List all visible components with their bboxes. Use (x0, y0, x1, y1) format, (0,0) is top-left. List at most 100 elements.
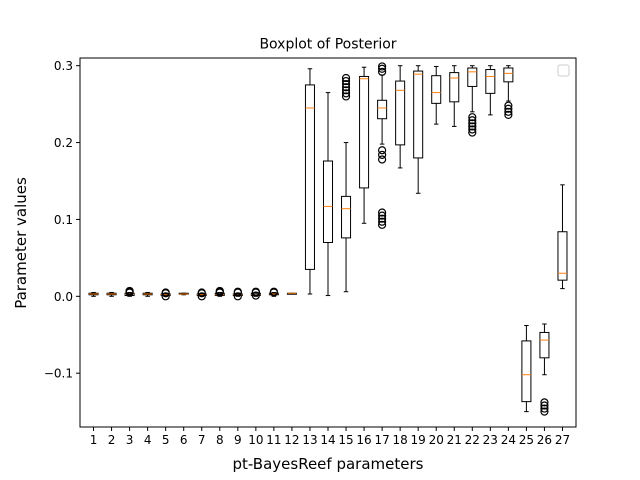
iqr-box (413, 70, 424, 159)
iqr-box (521, 340, 532, 403)
x-tick-label: 20 (429, 433, 444, 447)
x-tick-label: 9 (234, 433, 242, 447)
x-tick-label: 8 (216, 433, 224, 447)
box-21 (449, 65, 460, 127)
outlier-point (215, 286, 224, 296)
box-4 (142, 291, 153, 297)
box-23 (485, 65, 496, 116)
outlier-point (341, 83, 351, 92)
outlier-point (233, 287, 242, 296)
x-tick-label: 21 (447, 433, 462, 447)
y-axis-label: Parameter values (12, 177, 30, 309)
box-18 (395, 65, 406, 169)
y-tick-label: 0.2 (54, 136, 73, 150)
box-3 (124, 286, 135, 297)
y-tick-label: 0.3 (54, 59, 73, 73)
box-9 (232, 287, 243, 301)
outlier-point (468, 122, 477, 131)
outlier-point (468, 119, 477, 128)
box-26 (539, 323, 550, 416)
outlier-point (504, 107, 513, 116)
box-27 (557, 184, 568, 290)
box-25 (521, 325, 532, 413)
y-tick-label: 0.1 (54, 213, 73, 227)
outlier-point (233, 292, 242, 301)
iqr-box (503, 67, 514, 83)
legend (557, 64, 570, 77)
outlier-point (378, 208, 387, 217)
y-tick-label: −0.1 (44, 367, 73, 381)
legend-box (557, 64, 570, 77)
outlier-point (468, 125, 477, 134)
x-tick-label: 23 (483, 433, 498, 447)
iqr-box (304, 84, 315, 270)
outlier-point (378, 150, 387, 159)
x-tick-label: 12 (284, 433, 299, 447)
outlier-point (540, 407, 549, 416)
outlier-point (378, 217, 387, 226)
x-tick-label: 22 (465, 433, 480, 447)
x-tick-label: 27 (555, 433, 570, 447)
plot-area: −0.10.00.10.20.31 2 3 4 5 6 7 8 9 10 11 12 13 14 15 16 1… (44, 59, 570, 447)
x-tick-label: 5 (162, 433, 170, 447)
x-tick-label: 25 (519, 433, 534, 447)
outlier-point (378, 64, 387, 73)
outlier-point (378, 67, 387, 76)
box-11 (268, 287, 279, 297)
x-tick-label: 4 (144, 433, 152, 447)
chart-title: Boxplot of Posterior (259, 37, 396, 53)
iqr-box (485, 69, 496, 94)
outlier-point (468, 128, 477, 137)
x-tick-label: 13 (302, 433, 317, 447)
outlier-point (161, 292, 170, 301)
box-2 (106, 291, 117, 297)
outlier-point (468, 116, 477, 125)
outlier-point (504, 101, 513, 110)
outlier-point (378, 211, 387, 220)
x-tick-label: 26 (537, 433, 552, 447)
box-10 (250, 287, 261, 300)
box-16 (359, 66, 370, 224)
box-14 (322, 92, 334, 297)
x-tick-label: 2 (108, 433, 116, 447)
box-5 (160, 288, 171, 301)
x-tick-label: 14 (320, 433, 335, 447)
x-tick-label: 24 (501, 433, 516, 447)
outlier-point (504, 104, 513, 113)
outlier-point (540, 398, 549, 407)
box-12 (286, 292, 297, 295)
outlier-point (341, 89, 351, 98)
outlier-point (341, 92, 351, 101)
outlier-point (468, 113, 477, 122)
iqr-box (359, 75, 370, 189)
iqr-box (395, 80, 406, 146)
x-tick-label: 3 (126, 433, 134, 447)
x-tick-label: 10 (248, 433, 263, 447)
outlier-point (197, 292, 206, 301)
iqr-box (449, 72, 460, 103)
box-8 (214, 286, 225, 297)
iqr-box (431, 75, 442, 104)
x-tick-label: 15 (338, 433, 353, 447)
outlier-point (269, 287, 278, 296)
x-tick-label: 19 (411, 433, 426, 447)
box-15 (341, 73, 352, 293)
outlier-point (125, 286, 134, 296)
box-1 (88, 291, 99, 297)
iqr-box (539, 331, 550, 359)
box-6 (178, 292, 189, 296)
outlier-point (161, 288, 170, 297)
outlier-point (540, 401, 549, 410)
x-tick-label: 18 (393, 433, 408, 447)
outlier-point (341, 86, 351, 95)
box-19 (413, 65, 424, 194)
iqr-box (467, 67, 478, 87)
y-tick-label: 0.0 (54, 290, 73, 304)
iqr-box (557, 231, 568, 281)
outlier-point (251, 291, 260, 300)
outlier-point (378, 62, 387, 71)
outlier-point (378, 146, 387, 155)
outlier-point (251, 287, 260, 296)
